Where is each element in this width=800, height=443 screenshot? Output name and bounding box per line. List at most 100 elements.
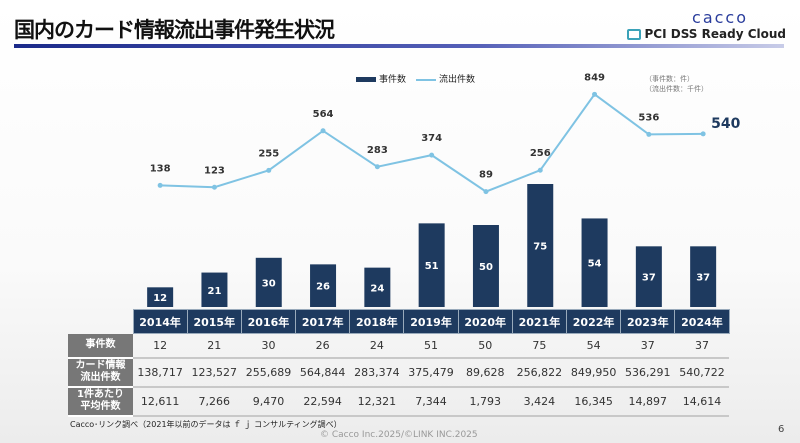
- table-cell: 12,321: [349, 386, 404, 417]
- line-point: [320, 128, 326, 134]
- table-cell: 536,291: [620, 357, 675, 388]
- bar: [201, 272, 228, 307]
- table-cell: 54: [566, 333, 621, 359]
- line-point: [646, 131, 652, 137]
- table-cell: 16,345: [566, 386, 621, 417]
- line-label: 255: [258, 148, 279, 159]
- logo-product: PCI DSS Ready Cloud: [644, 27, 787, 41]
- bar: [364, 267, 391, 307]
- line-point: [537, 167, 543, 173]
- table-cell: 375,479: [403, 357, 459, 388]
- year-header: 2022年: [565, 309, 622, 334]
- year-header: 2024年: [674, 309, 730, 334]
- bar-label: 12: [153, 293, 167, 304]
- bar-label: 51: [425, 261, 439, 272]
- table-cell: 3,424: [512, 386, 567, 417]
- line-label: 138: [150, 163, 171, 174]
- bar: [527, 184, 554, 307]
- table-row: 事件数 12 21 30 26 24 51 50 75 54 37 37: [68, 333, 730, 359]
- bar-label: 37: [642, 273, 656, 284]
- source-note: Cacco･リンク調べ（2021年以前のデータは ｆ ｊ コンサルティング調べ）: [70, 420, 342, 429]
- line-point: [429, 152, 435, 158]
- table-cell: 21: [187, 333, 242, 359]
- bar-label: 37: [696, 273, 710, 284]
- table-cell: 37: [674, 333, 730, 359]
- legend-bar: 事件数: [356, 72, 406, 85]
- bar-label: 26: [316, 282, 330, 293]
- bar-label: 24: [370, 283, 384, 294]
- line-label: 540: [711, 116, 740, 132]
- bar: [310, 264, 337, 307]
- table-cell: 51: [403, 333, 459, 359]
- table-cell: 14,897: [620, 386, 675, 417]
- year-header: 2014年: [132, 309, 188, 334]
- bar: [418, 223, 445, 307]
- line-point: [483, 189, 489, 195]
- row-label: 1件あたり 平均件数: [68, 386, 133, 417]
- table-cell: 256,822: [512, 357, 567, 388]
- bar-label: 30: [262, 278, 276, 289]
- line-point: [592, 91, 598, 97]
- table-cell: 255,689: [241, 357, 296, 388]
- table-cell: 14,614: [674, 386, 730, 417]
- legend-line: 流出件数: [416, 72, 475, 85]
- year-header: 2023年: [620, 309, 676, 334]
- line-label: 564: [313, 109, 334, 120]
- bar: [147, 287, 174, 307]
- bar: [255, 257, 282, 307]
- bar: [690, 246, 717, 307]
- line-label: 374: [421, 133, 442, 144]
- table-cell: 138,717: [133, 357, 188, 388]
- copyright: © Cacco Inc.2025/©LINK INC.2025: [320, 430, 478, 440]
- year-header: 2019年: [403, 309, 459, 334]
- logo-brand: cacco: [692, 8, 748, 27]
- year-header: 2017年: [295, 309, 351, 334]
- table-cell: 9,470: [241, 386, 296, 417]
- year-header: 2016年: [240, 309, 297, 334]
- units-note: （事件数：件） （流出件数：千件）: [645, 75, 708, 93]
- row-label: カード情報 流出件数: [68, 357, 133, 388]
- table-cell: 123,527: [187, 357, 242, 388]
- year-header: 2015年: [186, 309, 242, 334]
- table-cell: 89,628: [458, 357, 513, 388]
- page-number: 6: [778, 424, 785, 435]
- year-header: 2020年: [457, 309, 513, 334]
- table-cell: 849,950: [566, 357, 621, 388]
- row-label: 事件数: [68, 333, 133, 359]
- line-label: 256: [530, 148, 551, 159]
- table-cell: 564,844: [295, 357, 350, 388]
- table-cell: 283,374: [349, 357, 404, 388]
- bar: [472, 225, 499, 307]
- logo: cacco PCI DSS Ready Cloud: [626, 8, 787, 41]
- bar-label: 50: [479, 262, 493, 273]
- table-row: カード情報 流出件数 138,717 123,527 255,689 564,844 28…: [68, 357, 730, 388]
- table-cell: 12: [133, 333, 188, 359]
- table-cell: 1,793: [458, 386, 513, 417]
- table-cell: 30: [241, 333, 296, 359]
- table-cell: 22,594: [295, 386, 350, 417]
- page-title: 国内のカード情報流出事件発生状況: [14, 18, 335, 42]
- line-label: 536: [638, 112, 659, 123]
- line-label: 123: [204, 165, 225, 176]
- line-point: [700, 131, 706, 137]
- year-header: 2021年: [511, 309, 568, 334]
- table-cell: 24: [349, 333, 404, 359]
- bar-label: 75: [533, 242, 547, 253]
- line-label: 283: [367, 145, 388, 156]
- table-row: 1件あたり 平均件数 12,611 7,266 9,470 22,594 12,321 7,…: [68, 386, 730, 417]
- table-cell: 540,722: [674, 357, 730, 388]
- table-cell: 75: [512, 333, 567, 359]
- bar: [635, 246, 662, 307]
- bar-label: 21: [207, 286, 221, 297]
- bar-label: 54: [588, 259, 602, 270]
- data-table: 2014年 2015年 2016年 2017年 2018年 2019年 2020年 2021年…: [68, 309, 730, 417]
- line-point: [266, 167, 272, 173]
- table-cell: 7,266: [187, 386, 242, 417]
- line-point: [157, 182, 163, 188]
- line-point: [374, 164, 380, 170]
- cloud-icon: [626, 28, 641, 40]
- title-divider: [14, 44, 784, 48]
- line-point: [211, 184, 217, 190]
- line-label: 89: [479, 170, 493, 181]
